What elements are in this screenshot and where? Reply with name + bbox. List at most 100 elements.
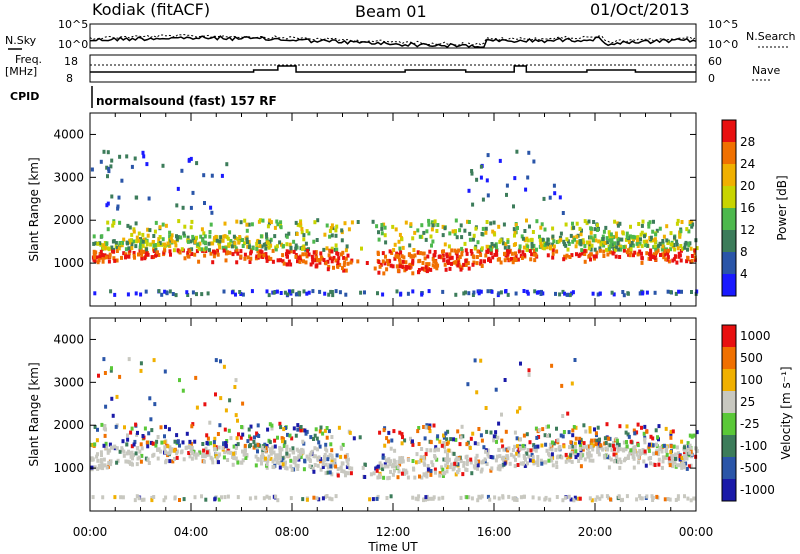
heatmap-cell (509, 452, 513, 457)
heatmap-cell (221, 445, 225, 450)
heatmap-cell (100, 253, 104, 257)
heatmap-cell (583, 248, 587, 253)
heatmap-cell (551, 463, 555, 468)
heatmap-cell (377, 237, 381, 242)
heatmap-cell (262, 447, 266, 451)
heatmap-cell (476, 249, 480, 254)
heatmap-cell (658, 241, 662, 246)
heatmap-cell (520, 256, 524, 260)
heatmap-cell (433, 455, 437, 460)
heatmap-cell (166, 444, 170, 449)
heatmap-cell (304, 260, 308, 265)
heatmap-cell (649, 456, 653, 460)
heatmap-cell (555, 495, 559, 499)
heatmap-cell (589, 247, 593, 252)
heatmap-cell (672, 257, 676, 262)
heatmap-cell (633, 431, 637, 436)
heatmap-cell (183, 233, 186, 238)
heatmap-cell (438, 473, 442, 478)
heatmap-cell (612, 292, 616, 297)
heatmap-cell (271, 248, 275, 253)
heatmap-cell (654, 451, 658, 456)
heatmap-cell (93, 258, 97, 263)
heatmap-cell (268, 218, 272, 223)
heatmap-cell (474, 460, 478, 465)
heatmap-cell (161, 222, 165, 227)
heatmap-cell (446, 458, 450, 463)
heatmap-cell (255, 241, 259, 246)
heatmap-cell (340, 469, 344, 473)
heatmap-cell (206, 291, 210, 296)
heatmap-cell (398, 232, 402, 237)
heatmap-cell (485, 220, 489, 224)
colorbar-swatch (722, 479, 736, 501)
heatmap-cell (664, 257, 668, 262)
heatmap-cell (324, 462, 328, 467)
heatmap-cell (230, 290, 234, 295)
heatmap-cell (479, 259, 483, 264)
heatmap-cell (468, 237, 472, 242)
heatmap-cell (489, 430, 493, 435)
heatmap-cell (574, 425, 578, 430)
heatmap-cell (294, 243, 298, 248)
heatmap-cell (400, 471, 404, 476)
heatmap-cell (157, 289, 161, 294)
heatmap-cell (495, 245, 498, 250)
heatmap-cell (693, 250, 697, 255)
heatmap-cell (467, 220, 471, 224)
heatmap-cell (302, 289, 306, 294)
heatmap-cell (213, 436, 217, 441)
heatmap-cell (201, 442, 205, 446)
heatmap-cell (425, 268, 429, 273)
heatmap-cell (173, 495, 177, 500)
heatmap-cell (143, 256, 147, 261)
heatmap-cell (605, 236, 609, 241)
heatmap-cell (289, 249, 293, 254)
heatmap-cell (589, 252, 593, 257)
heatmap-cell (115, 245, 119, 250)
heatmap-cell (330, 223, 334, 228)
heatmap-cell (514, 457, 517, 462)
heatmap-cell (219, 359, 222, 364)
heatmap-cell (496, 435, 500, 440)
heatmap-cell (637, 455, 641, 460)
heatmap-cell (666, 497, 670, 501)
heatmap-cell (624, 430, 628, 435)
heatmap-cell (93, 291, 97, 296)
heatmap-cell (334, 228, 338, 233)
heatmap-cell (344, 292, 348, 297)
heatmap-cell (479, 433, 483, 438)
heatmap-cell (137, 252, 140, 257)
heatmap-cell (653, 463, 657, 467)
heatmap-cell (398, 430, 402, 435)
heatmap-cell (202, 459, 206, 464)
freq-panel-frame (89, 54, 697, 83)
heatmap-cell (422, 498, 425, 503)
colorbar-swatch (722, 208, 736, 230)
heatmap-cell (624, 456, 627, 461)
heatmap-cell (501, 495, 505, 500)
heatmap-cell (455, 455, 459, 460)
heatmap-cell (683, 242, 687, 247)
heatmap-cell (441, 467, 445, 472)
heatmap-cell (688, 241, 692, 246)
heatmap-cell (679, 244, 683, 248)
heatmap-cell (99, 159, 103, 164)
heatmap-cell (336, 467, 340, 471)
heatmap-cell (264, 246, 268, 251)
y-tick-label: 2000 (53, 213, 84, 227)
heatmap-cell (578, 440, 581, 445)
heatmap-cell (590, 438, 594, 443)
heatmap-cell (527, 454, 531, 459)
heatmap-cell (124, 459, 128, 464)
heatmap-cell (331, 293, 335, 298)
heatmap-cell (331, 226, 335, 231)
heatmap-cell (139, 242, 142, 247)
heatmap-cell (115, 460, 119, 465)
heatmap-cell (504, 242, 508, 247)
heatmap-cell (208, 420, 212, 425)
heatmap-cell (153, 402, 157, 407)
heatmap-cell (198, 450, 202, 455)
heatmap-cell (562, 444, 566, 449)
nave-label: Nave (752, 64, 780, 77)
